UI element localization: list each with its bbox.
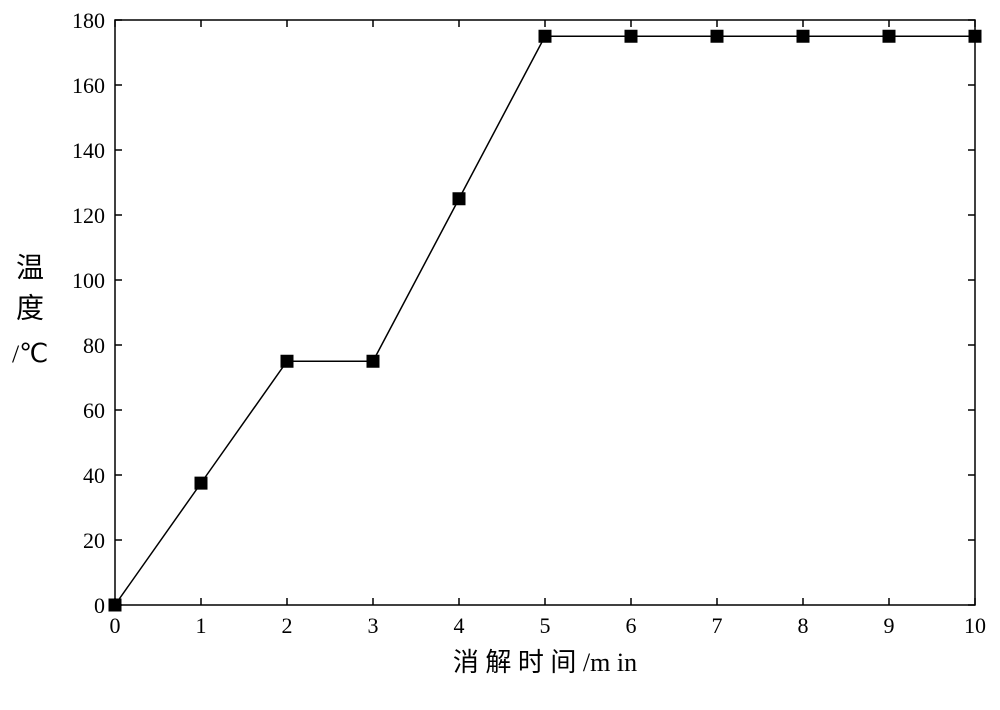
x-tick-label: 5 — [540, 613, 551, 638]
plot-border — [115, 20, 975, 605]
y-axis-title-unit: /℃ — [12, 339, 48, 368]
series-marker — [969, 30, 982, 43]
x-tick-label: 0 — [110, 613, 121, 638]
x-tick-label: 9 — [884, 613, 895, 638]
y-tick-label: 20 — [83, 528, 105, 553]
temperature-vs-time-chart: 012345678910020406080100120140160180消 解 … — [0, 0, 1000, 710]
x-tick-label: 7 — [712, 613, 723, 638]
y-tick-label: 60 — [83, 398, 105, 423]
chart-svg: 012345678910020406080100120140160180消 解 … — [0, 0, 1000, 710]
y-tick-label: 0 — [94, 593, 105, 618]
y-tick-label: 40 — [83, 463, 105, 488]
series-marker — [281, 355, 294, 368]
y-tick-label: 100 — [72, 268, 105, 293]
series-marker — [797, 30, 810, 43]
x-axis-title: 消 解 时 间 /m in — [453, 648, 637, 677]
series-marker — [109, 599, 122, 612]
y-tick-label: 160 — [72, 73, 105, 98]
x-tick-label: 8 — [798, 613, 809, 638]
y-tick-label: 120 — [72, 203, 105, 228]
x-tick-label: 2 — [282, 613, 293, 638]
y-tick-label: 140 — [72, 138, 105, 163]
series-marker — [367, 355, 380, 368]
series-marker — [195, 477, 208, 490]
x-tick-label: 4 — [454, 613, 465, 638]
x-tick-label: 10 — [964, 613, 986, 638]
x-tick-label: 6 — [626, 613, 637, 638]
y-axis-title-char: 度 — [16, 292, 44, 324]
y-tick-label: 180 — [72, 8, 105, 33]
series-marker — [539, 30, 552, 43]
x-tick-label: 3 — [368, 613, 379, 638]
series-marker — [453, 192, 466, 205]
series-marker — [625, 30, 638, 43]
series-marker — [883, 30, 896, 43]
y-tick-label: 80 — [83, 333, 105, 358]
y-axis-title-char: 温 — [16, 253, 44, 284]
x-tick-label: 1 — [196, 613, 207, 638]
series-marker — [711, 30, 724, 43]
series-line — [115, 36, 975, 605]
